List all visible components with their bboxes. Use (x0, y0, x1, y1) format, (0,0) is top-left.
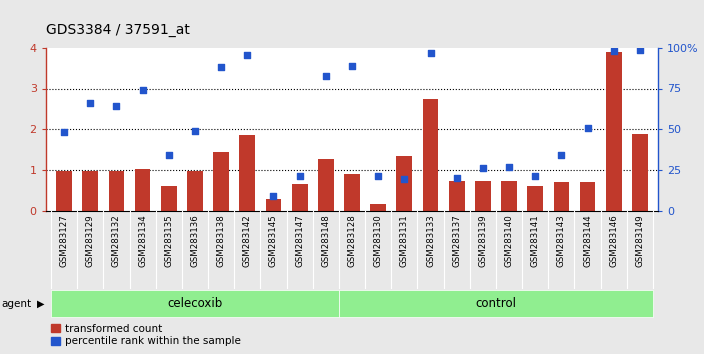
Text: GSM283144: GSM283144 (583, 215, 592, 267)
Point (189, 129, 201, 134)
Point (163, 152, 175, 158)
Bar (553, 182, 570, 211)
Bar (213, 153, 229, 211)
Bar (82, 171, 98, 211)
Point (398, 176, 410, 182)
Point (451, 175, 463, 181)
Bar (396, 156, 413, 211)
Point (555, 152, 567, 158)
Point (582, 126, 593, 131)
Text: GSM283149: GSM283149 (636, 215, 644, 267)
Bar (56, 171, 72, 211)
Text: GSM283142: GSM283142 (243, 215, 252, 267)
Text: GSM283129: GSM283129 (86, 215, 95, 267)
Bar (632, 134, 648, 211)
Text: GSM283147: GSM283147 (295, 215, 304, 267)
Bar (134, 169, 151, 211)
Point (529, 173, 541, 179)
Text: GSM283133: GSM283133 (426, 215, 435, 267)
Bar (579, 182, 596, 211)
Text: celecoxib: celecoxib (168, 297, 222, 310)
Point (372, 173, 384, 179)
Text: GSM283137: GSM283137 (452, 215, 461, 267)
Text: GSM283135: GSM283135 (164, 215, 173, 267)
Text: GSM283134: GSM283134 (138, 215, 147, 267)
Text: GSM283127: GSM283127 (60, 215, 68, 267)
Bar (291, 184, 308, 211)
Point (346, 63, 358, 69)
Point (320, 74, 332, 79)
Point (503, 164, 515, 170)
Point (294, 173, 306, 179)
Text: GSM283146: GSM283146 (609, 215, 618, 267)
Bar (475, 181, 491, 211)
Point (608, 48, 620, 53)
Bar (370, 204, 386, 211)
Text: GSM283136: GSM283136 (191, 215, 199, 267)
Point (137, 87, 149, 92)
Bar (422, 99, 439, 211)
Point (84, 100, 96, 105)
Bar (318, 159, 334, 211)
Text: GSM283141: GSM283141 (531, 215, 540, 267)
Text: agent: agent (1, 298, 32, 309)
Bar (449, 181, 465, 211)
Text: GSM283131: GSM283131 (400, 215, 409, 267)
Point (268, 193, 279, 198)
Bar (501, 181, 517, 211)
Bar (187, 171, 203, 211)
Bar (108, 171, 125, 211)
Text: GDS3384 / 37591_at: GDS3384 / 37591_at (46, 23, 189, 37)
Point (477, 165, 489, 171)
Point (58, 129, 70, 135)
Text: GSM283143: GSM283143 (557, 215, 566, 267)
Bar (51, 290, 339, 317)
Text: control: control (475, 297, 517, 310)
Text: ▶: ▶ (37, 298, 45, 309)
Text: GSM283145: GSM283145 (269, 215, 278, 267)
Legend: transformed count, percentile rank within the sample: transformed count, percentile rank withi… (51, 324, 240, 347)
Text: GSM283139: GSM283139 (479, 215, 487, 267)
Bar (161, 186, 177, 211)
Bar (339, 290, 653, 317)
Text: GSM283130: GSM283130 (374, 215, 383, 267)
Bar (344, 174, 360, 211)
Text: GSM283138: GSM283138 (217, 215, 225, 267)
Point (425, 50, 436, 56)
Text: GSM283132: GSM283132 (112, 215, 121, 267)
Bar (265, 199, 282, 211)
Point (634, 47, 646, 53)
Bar (239, 135, 255, 211)
Text: GSM283128: GSM283128 (348, 215, 356, 267)
Bar (606, 52, 622, 211)
Point (241, 52, 253, 58)
Text: GSM283148: GSM283148 (321, 215, 330, 267)
Point (215, 64, 227, 70)
Bar (527, 186, 543, 211)
Text: GSM283140: GSM283140 (505, 215, 513, 267)
Point (111, 103, 122, 108)
